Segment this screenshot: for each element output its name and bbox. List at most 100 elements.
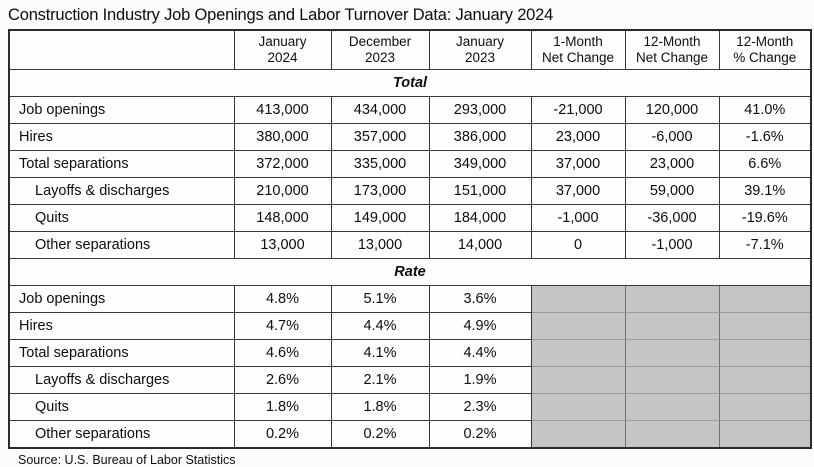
empty-cell xyxy=(718,339,812,367)
column-header-line: % Change xyxy=(733,50,797,65)
value-cell: 293,000 xyxy=(428,96,532,124)
empty-cell xyxy=(624,366,720,394)
value-cell: 13,000 xyxy=(233,231,332,259)
column-header-line: January xyxy=(258,34,307,49)
empty-cell xyxy=(718,420,812,449)
table-row: Total separations 372,000 335,000 349,00… xyxy=(8,150,812,178)
value-cell: 349,000 xyxy=(428,150,532,178)
value-cell: 59,000 xyxy=(624,177,720,205)
value-cell: 23,000 xyxy=(624,150,720,178)
column-header-line: 12-Month xyxy=(643,34,701,49)
table-row: Quits 1.8% 1.8% 2.3% xyxy=(8,393,812,421)
row-label: Total separations xyxy=(8,339,235,367)
value-cell: 3.6% xyxy=(428,285,532,313)
value-cell: 4.4% xyxy=(330,312,430,340)
value-cell: 151,000 xyxy=(428,177,532,205)
table-row: Other separations 13,000 13,000 14,000 0… xyxy=(8,231,812,259)
table-row: Quits 148,000 149,000 184,000 -1,000 -36… xyxy=(8,204,812,232)
value-cell: 2.3% xyxy=(428,393,532,421)
column-header-12-month-net-change: 12-Month Net Change xyxy=(624,29,720,70)
empty-cell xyxy=(530,420,626,449)
value-cell: 210,000 xyxy=(233,177,332,205)
value-cell: 1.8% xyxy=(330,393,430,421)
empty-cell xyxy=(718,285,812,313)
value-cell: 2.1% xyxy=(330,366,430,394)
table-row: Job openings 4.8% 5.1% 3.6% xyxy=(8,285,812,313)
column-header-line: 2024 xyxy=(267,50,298,65)
value-cell: 0 xyxy=(530,231,626,259)
value-cell: 1.8% xyxy=(233,393,332,421)
table-row: Total separations 4.6% 4.1% 4.4% xyxy=(8,339,812,367)
column-header-line: Net Change xyxy=(541,50,615,65)
table-row: Other separations 0.2% 0.2% 0.2% xyxy=(8,420,812,449)
value-cell: 4.4% xyxy=(428,339,532,367)
value-cell: 4.7% xyxy=(233,312,332,340)
value-cell: -1,000 xyxy=(624,231,720,259)
value-cell: -1.6% xyxy=(718,123,812,151)
value-cell: 37,000 xyxy=(530,177,626,205)
row-label: Hires xyxy=(8,123,235,151)
table-row: Job openings 413,000 434,000 293,000 -21… xyxy=(8,96,812,124)
source-note: Source: U.S. Bureau of Labor Statistics xyxy=(18,453,236,467)
value-cell: 184,000 xyxy=(428,204,532,232)
column-header-1-month-net-change: 1-Month Net Change xyxy=(530,29,626,70)
value-cell: 372,000 xyxy=(233,150,332,178)
section-header-row: Rate xyxy=(8,258,812,286)
jolts-table: January 2024 December 2023 January 2023 … xyxy=(8,29,812,449)
corner-header-cell xyxy=(8,29,235,70)
value-cell: 14,000 xyxy=(428,231,532,259)
column-header-line: 1-Month xyxy=(553,34,603,49)
column-header-line: 2023 xyxy=(364,50,396,65)
value-cell: 120,000 xyxy=(624,96,720,124)
value-cell: -1,000 xyxy=(530,204,626,232)
row-label: Layoffs & discharges xyxy=(8,366,235,394)
value-cell: 148,000 xyxy=(233,204,332,232)
row-label: Quits xyxy=(8,204,235,232)
value-cell: 413,000 xyxy=(233,96,332,124)
value-cell: -36,000 xyxy=(624,204,720,232)
value-cell: 335,000 xyxy=(330,150,430,178)
row-label: Layoffs & discharges xyxy=(8,177,235,205)
value-cell: -19.6% xyxy=(718,204,812,232)
row-label: Other separations xyxy=(8,420,235,449)
value-cell: 357,000 xyxy=(330,123,430,151)
empty-cell xyxy=(718,312,812,340)
table-row: Layoffs & discharges 210,000 173,000 151… xyxy=(8,177,812,205)
empty-cell xyxy=(624,339,720,367)
value-cell: 13,000 xyxy=(330,231,430,259)
column-header-line: January xyxy=(455,34,505,49)
value-cell: 4.6% xyxy=(233,339,332,367)
value-cell: 4.1% xyxy=(330,339,430,367)
section-header-row: Total xyxy=(8,69,812,97)
section-header-total: Total xyxy=(8,69,812,97)
column-header-january-2023: January 2023 xyxy=(428,29,532,70)
row-label: Total separations xyxy=(8,150,235,178)
row-label: Job openings xyxy=(8,285,235,313)
empty-cell xyxy=(624,312,720,340)
column-header-december-2023: December 2023 xyxy=(330,29,430,70)
empty-cell xyxy=(530,339,626,367)
row-label: Quits xyxy=(8,393,235,421)
row-label: Other separations xyxy=(8,231,235,259)
value-cell: -6,000 xyxy=(624,123,720,151)
value-cell: 39.1% xyxy=(718,177,812,205)
page-title: Construction Industry Job Openings and L… xyxy=(8,6,554,24)
value-cell: 173,000 xyxy=(330,177,430,205)
value-cell: -7.1% xyxy=(718,231,812,259)
value-cell: -21,000 xyxy=(530,96,626,124)
empty-cell xyxy=(530,312,626,340)
value-cell: 37,000 xyxy=(530,150,626,178)
empty-cell xyxy=(530,366,626,394)
column-header-12-month-pct-change: 12-Month % Change xyxy=(718,29,812,70)
value-cell: 1.9% xyxy=(428,366,532,394)
column-header-january-2024: January 2024 xyxy=(233,29,332,70)
column-header-line: 2023 xyxy=(464,50,496,65)
row-label: Hires xyxy=(8,312,235,340)
empty-cell xyxy=(624,285,720,313)
empty-cell xyxy=(624,420,720,449)
value-cell: 4.9% xyxy=(428,312,532,340)
value-cell: 386,000 xyxy=(428,123,532,151)
value-cell: 380,000 xyxy=(233,123,332,151)
value-cell: 23,000 xyxy=(530,123,626,151)
